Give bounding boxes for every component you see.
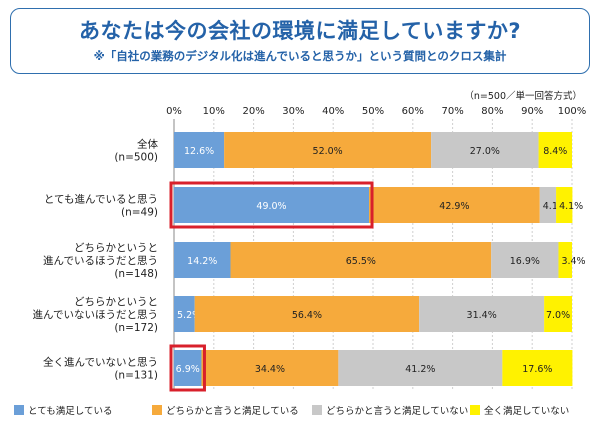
data-label: 7.0%: [546, 310, 570, 321]
bar-segment: [431, 132, 539, 168]
legend-label: どちらかと言うと満足している: [166, 405, 299, 417]
data-label: 27.0%: [470, 146, 500, 157]
data-label: 16.9%: [510, 256, 540, 267]
bar-segment: [174, 187, 370, 223]
bar-segment: [538, 132, 572, 168]
data-label: 52.0%: [313, 146, 343, 157]
bar-segment: [230, 242, 492, 278]
category-label: 進んでいないほうだと思う: [33, 309, 158, 321]
highlight-box: [169, 181, 374, 229]
category-label: (n=49): [121, 207, 158, 219]
data-label: 65.5%: [346, 256, 376, 267]
x-tick-label: 70%: [441, 106, 463, 117]
data-label: 12.6%: [184, 146, 214, 157]
data-label: 34.4%: [255, 364, 285, 375]
data-label: 42.9%: [439, 201, 469, 212]
x-tick-label: 90%: [521, 106, 543, 117]
bar-segment: [174, 132, 225, 168]
data-label: 41.2%: [405, 364, 435, 375]
data-label: 4.1%: [543, 201, 567, 212]
bar-segment: [224, 132, 432, 168]
bar-segment: [174, 242, 231, 278]
bar-segment: [194, 296, 420, 332]
data-label: 14.2%: [187, 256, 217, 267]
category-label: (n=131): [114, 370, 158, 382]
x-tick-label: 40%: [322, 106, 344, 117]
data-label: 17.6%: [522, 364, 552, 375]
data-label: 8.4%: [543, 146, 567, 157]
bar-segment: [502, 350, 573, 386]
data-label: 6.9%: [176, 364, 200, 375]
category-label: (n=500): [114, 152, 158, 164]
x-tick-label: 20%: [242, 106, 264, 117]
bar-segment: [174, 350, 202, 386]
category-label: どちらかというと: [74, 242, 158, 254]
category-label: とても進んでいると思う: [44, 194, 158, 206]
bar-segment: [419, 296, 545, 332]
x-tick-label: 0%: [166, 106, 182, 117]
data-label: 56.4%: [292, 310, 322, 321]
bar-segment: [544, 296, 572, 332]
x-tick-label: 10%: [203, 106, 225, 117]
bar-segment: [556, 187, 573, 223]
bar-segment: [201, 350, 339, 386]
data-label: 4.1%: [559, 201, 583, 212]
category-label: 全体: [137, 138, 158, 151]
data-label: 3.4%: [561, 256, 585, 267]
legend-swatch: [14, 405, 24, 415]
data-label: 5.2%: [177, 310, 201, 321]
legend-label: どちらかと言うと満足していない: [326, 405, 468, 417]
chart-subtitle: ※「自社の業務のデジタル化は進んでいると思うか」という質問とのクロス集計: [93, 49, 507, 63]
x-tick-label: 100%: [558, 106, 587, 117]
bar-segment: [491, 242, 559, 278]
data-label: 49.0%: [256, 201, 286, 212]
legend-swatch: [470, 405, 480, 415]
x-tick-label: 60%: [402, 106, 424, 117]
sample-note: （n=500／単一回答方式）: [464, 91, 582, 102]
highlight-box: [169, 344, 206, 392]
data-label: 31.4%: [467, 310, 497, 321]
legend-swatch: [152, 405, 162, 415]
category-label: (n=148): [114, 268, 158, 280]
bar-segment: [558, 242, 572, 278]
bar-segment: [539, 187, 557, 223]
category-label: 進んでいるほうだと思う: [43, 255, 158, 267]
chart-title: あなたは今の会社の環境に満足していますか?: [78, 19, 522, 43]
bar-segment: [369, 187, 540, 223]
x-tick-label: 50%: [362, 106, 384, 117]
x-tick-label: 80%: [481, 106, 503, 117]
x-tick-label: 30%: [282, 106, 304, 117]
bar-segment: [338, 350, 503, 386]
category-label: (n=172): [114, 322, 158, 334]
category-label: 全く進んでいないと思う: [43, 356, 158, 369]
category-label: どちらかというと: [74, 296, 158, 308]
legend-swatch: [312, 405, 322, 415]
legend-label: 全く満足していない: [484, 405, 569, 417]
title-box: あなたは今の会社の環境に満足していますか? ※「自社の業務のデジタル化は進んでい…: [10, 8, 590, 74]
bar-segment: [174, 296, 195, 332]
legend-label: とても満足している: [28, 406, 112, 417]
